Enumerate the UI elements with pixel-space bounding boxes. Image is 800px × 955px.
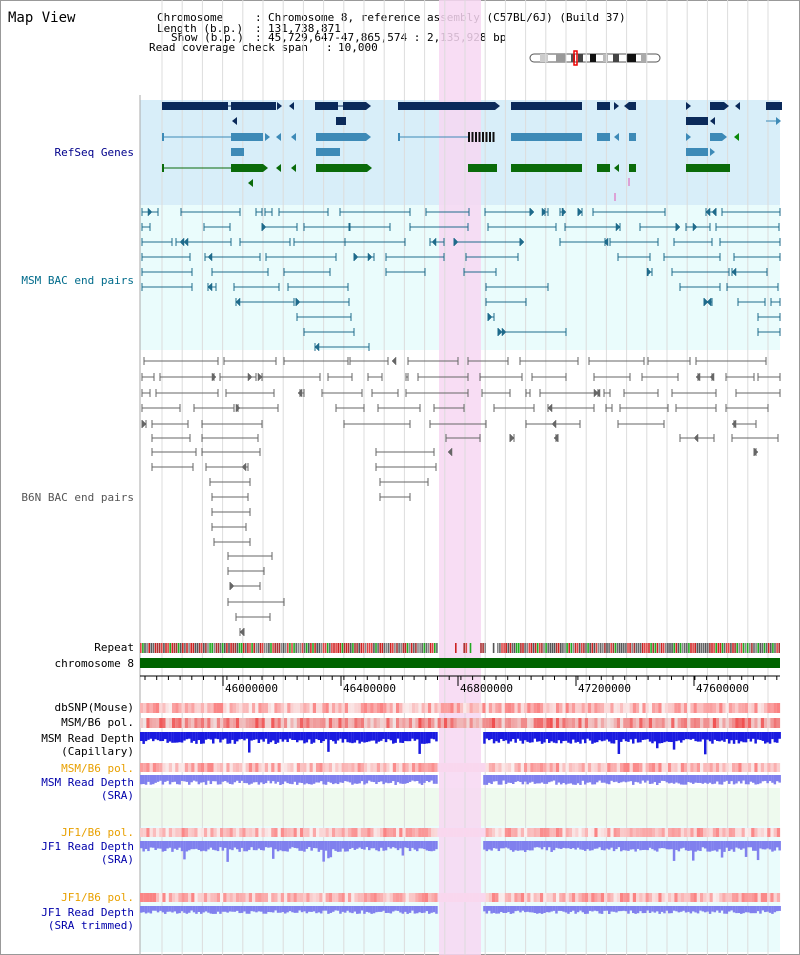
track-label-jf1-trimmed[interactable]: JF1 Read Depth — [41, 906, 134, 919]
track-label-msm-depth-capillary-sub: (Capillary) — [61, 745, 134, 758]
track-label-b6n-bac[interactable]: B6N BAC end pairs — [21, 491, 134, 504]
track-label-refseq[interactable]: RefSeq Genes — [54, 146, 134, 159]
track-label-jf1-depth-sub: (SRA) — [100, 853, 134, 866]
track-label-repeat[interactable]: Repeat — [94, 641, 134, 654]
info-chromosome-label: Chromosome — [157, 11, 224, 24]
track-label-jf1-trimmed-sub: (SRA trimmed) — [47, 919, 134, 932]
info-coverage-value: 10,000 — [338, 41, 378, 54]
track-label-msm-depth-sra-sub: (SRA) — [100, 789, 134, 802]
page-title: Map View — [8, 10, 76, 26]
track-label-jf1-depth[interactable]: JF1 Read Depth — [41, 840, 134, 853]
track-label-msm-b6-pol-2[interactable]: MSM/B6 pol. — [61, 762, 134, 775]
info-show-sep: : — [255, 31, 262, 44]
info-chromosome-sep: : — [255, 11, 262, 24]
track-label-msm-b6-pol[interactable]: MSM/B6 pol. — [61, 716, 134, 729]
track-label-chromosome: chromosome 8 — [54, 657, 134, 670]
info-length-sep: : — [255, 22, 262, 35]
info-length-label: Length (b.p.) — [157, 22, 244, 35]
info-show-label: Show (b.p.) — [171, 31, 244, 44]
info-coverage-sep: : — [326, 41, 333, 54]
track-label-jf1-pol[interactable]: JF1/B6 pol. — [61, 826, 134, 839]
track-label-msm-depth-sra[interactable]: MSM Read Depth — [41, 776, 134, 789]
info-length-value: 131,738,871 — [268, 22, 341, 35]
track-label-dbsnp[interactable]: dbSNP(Mouse) — [54, 701, 134, 714]
track-label-jf1-pol-2[interactable]: JF1/B6 pol. — [61, 891, 134, 904]
track-label-msm-bac[interactable]: MSM BAC end pairs — [21, 274, 134, 287]
info-coverage-label: Read coverage check span — [149, 41, 308, 54]
track-label-msm-depth-capillary[interactable]: MSM Read Depth — [41, 732, 134, 745]
